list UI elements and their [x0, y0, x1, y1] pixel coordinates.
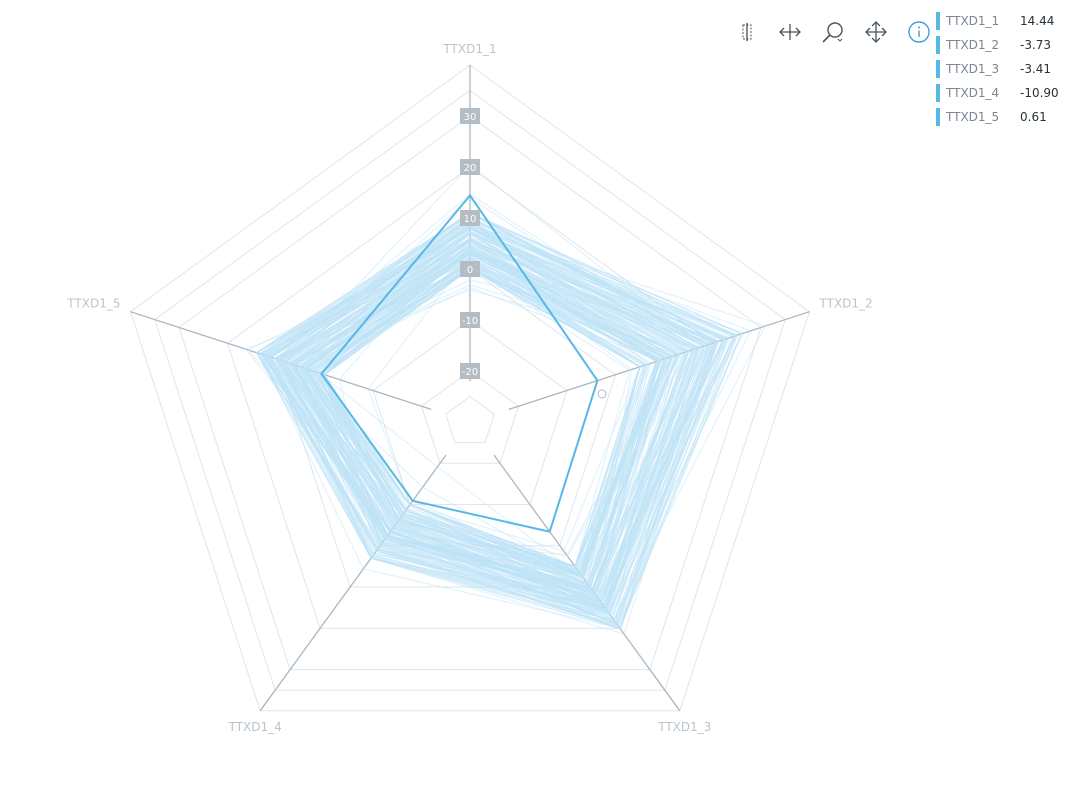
- pan-horizontal-icon: [779, 24, 801, 40]
- background-series-line: [306, 241, 650, 593]
- grid-ring: [445, 395, 495, 444]
- legend-swatch: [936, 60, 940, 78]
- brush-select-button[interactable]: [730, 16, 764, 48]
- background-series-line: [277, 231, 716, 607]
- background-series-line: [273, 266, 724, 609]
- background-series-line: [263, 238, 700, 626]
- svg-text:0: 0: [467, 265, 473, 276]
- background-series-line: [309, 254, 686, 568]
- legend-item: TTXD1_2 -3.73: [936, 34, 1071, 58]
- legend-value: -3.41: [1020, 62, 1052, 76]
- info-icon: [908, 21, 930, 43]
- background-series-line: [284, 239, 665, 593]
- legend-item: TTXD1_4 -10.90: [936, 82, 1071, 106]
- move-button[interactable]: [859, 16, 893, 48]
- grid-ring: [372, 319, 568, 505]
- axis-line: [259, 454, 447, 712]
- legend-swatch: [936, 108, 940, 126]
- background-series-line: [293, 255, 694, 591]
- svg-text:20: 20: [464, 163, 477, 174]
- legend-swatch: [936, 12, 940, 30]
- background-series-line: [284, 249, 661, 596]
- background-series-line: [312, 268, 641, 552]
- tick-label: -10: [460, 312, 480, 328]
- svg-text:10: 10: [464, 214, 477, 225]
- background-series-line: [260, 242, 706, 600]
- cursor-marker: [597, 389, 607, 399]
- background-series-line: [303, 260, 667, 576]
- highlighted-series: [320, 193, 599, 533]
- background-series-line: [323, 260, 668, 577]
- tick-label: -20: [460, 363, 480, 379]
- tick-label: 30: [460, 108, 480, 124]
- background-series-line: [303, 251, 633, 594]
- background-series-line: [315, 259, 672, 568]
- pan-horizontal-button[interactable]: [773, 16, 807, 48]
- background-series-line: [305, 265, 649, 571]
- legend-label: TTXD1_3: [946, 62, 1000, 76]
- background-series-line: [284, 164, 703, 615]
- axis-titles: TTXD1_1 TTXD1_2 TTXD1_3 TTXD1_4 TTXD1_5: [66, 42, 872, 734]
- axis-title: TTXD1_4: [228, 720, 282, 734]
- legend-label: TTXD1_2: [946, 38, 1000, 52]
- grid-ring: [129, 64, 811, 712]
- background-series-line: [260, 217, 709, 604]
- tick-label: 0: [460, 261, 480, 277]
- tick-label: 10: [460, 210, 480, 226]
- legend-label: TTXD1_5: [946, 110, 1000, 124]
- info-button[interactable]: [902, 16, 936, 48]
- brush-select-icon: [742, 23, 752, 41]
- background-series-line: [299, 263, 658, 592]
- background-series-line: [279, 238, 698, 612]
- svg-text:30: 30: [464, 112, 477, 123]
- background-series-line: [258, 214, 719, 615]
- svg-text:-20: -20: [462, 367, 478, 378]
- legend-item: TTXD1_3 -3.41: [936, 58, 1071, 82]
- legend-item: TTXD1_5 0.61: [936, 106, 1071, 130]
- svg-text:-10: -10: [462, 316, 478, 327]
- background-series-line: [266, 228, 724, 600]
- background-series-line: [261, 221, 726, 624]
- tick-label: 20: [460, 159, 480, 175]
- background-series-line: [303, 232, 706, 601]
- axis-title: TTXD1_3: [657, 720, 711, 734]
- background-series-line: [255, 222, 733, 625]
- axis-title: TTXD1_1: [442, 42, 496, 56]
- highlighted-series-line: [320, 193, 599, 533]
- legend-label: TTXD1_4: [946, 86, 1000, 100]
- legend-label: TTXD1_1: [946, 14, 1000, 28]
- tick-labels: -20 -10 0 10 20 30: [460, 108, 480, 379]
- grid-ring: [154, 89, 786, 691]
- background-series-line: [270, 224, 738, 629]
- legend-swatch: [936, 84, 940, 102]
- axis-title: TTXD1_5: [66, 297, 120, 311]
- legend: TTXD1_1 14.44 TTXD1_2 -3.73 TTXD1_3 -3.4…: [936, 10, 1071, 130]
- background-series-band: [244, 164, 766, 635]
- legend-value: -10.90: [1020, 86, 1059, 100]
- legend-value: 14.44: [1020, 14, 1055, 28]
- chart-toolbar: [730, 16, 936, 48]
- zoom-button[interactable]: [816, 16, 850, 48]
- legend-swatch: [936, 36, 940, 54]
- move-icon: [865, 21, 887, 43]
- grid-ring: [420, 370, 520, 464]
- axis-title: TTXD1_2: [819, 297, 873, 311]
- legend-value: 0.61: [1020, 110, 1047, 124]
- zoom-icon: [822, 22, 843, 43]
- grid-ring: [178, 115, 762, 671]
- legend-value: -3.73: [1020, 38, 1052, 52]
- legend-item: TTXD1_1 14.44: [936, 10, 1071, 34]
